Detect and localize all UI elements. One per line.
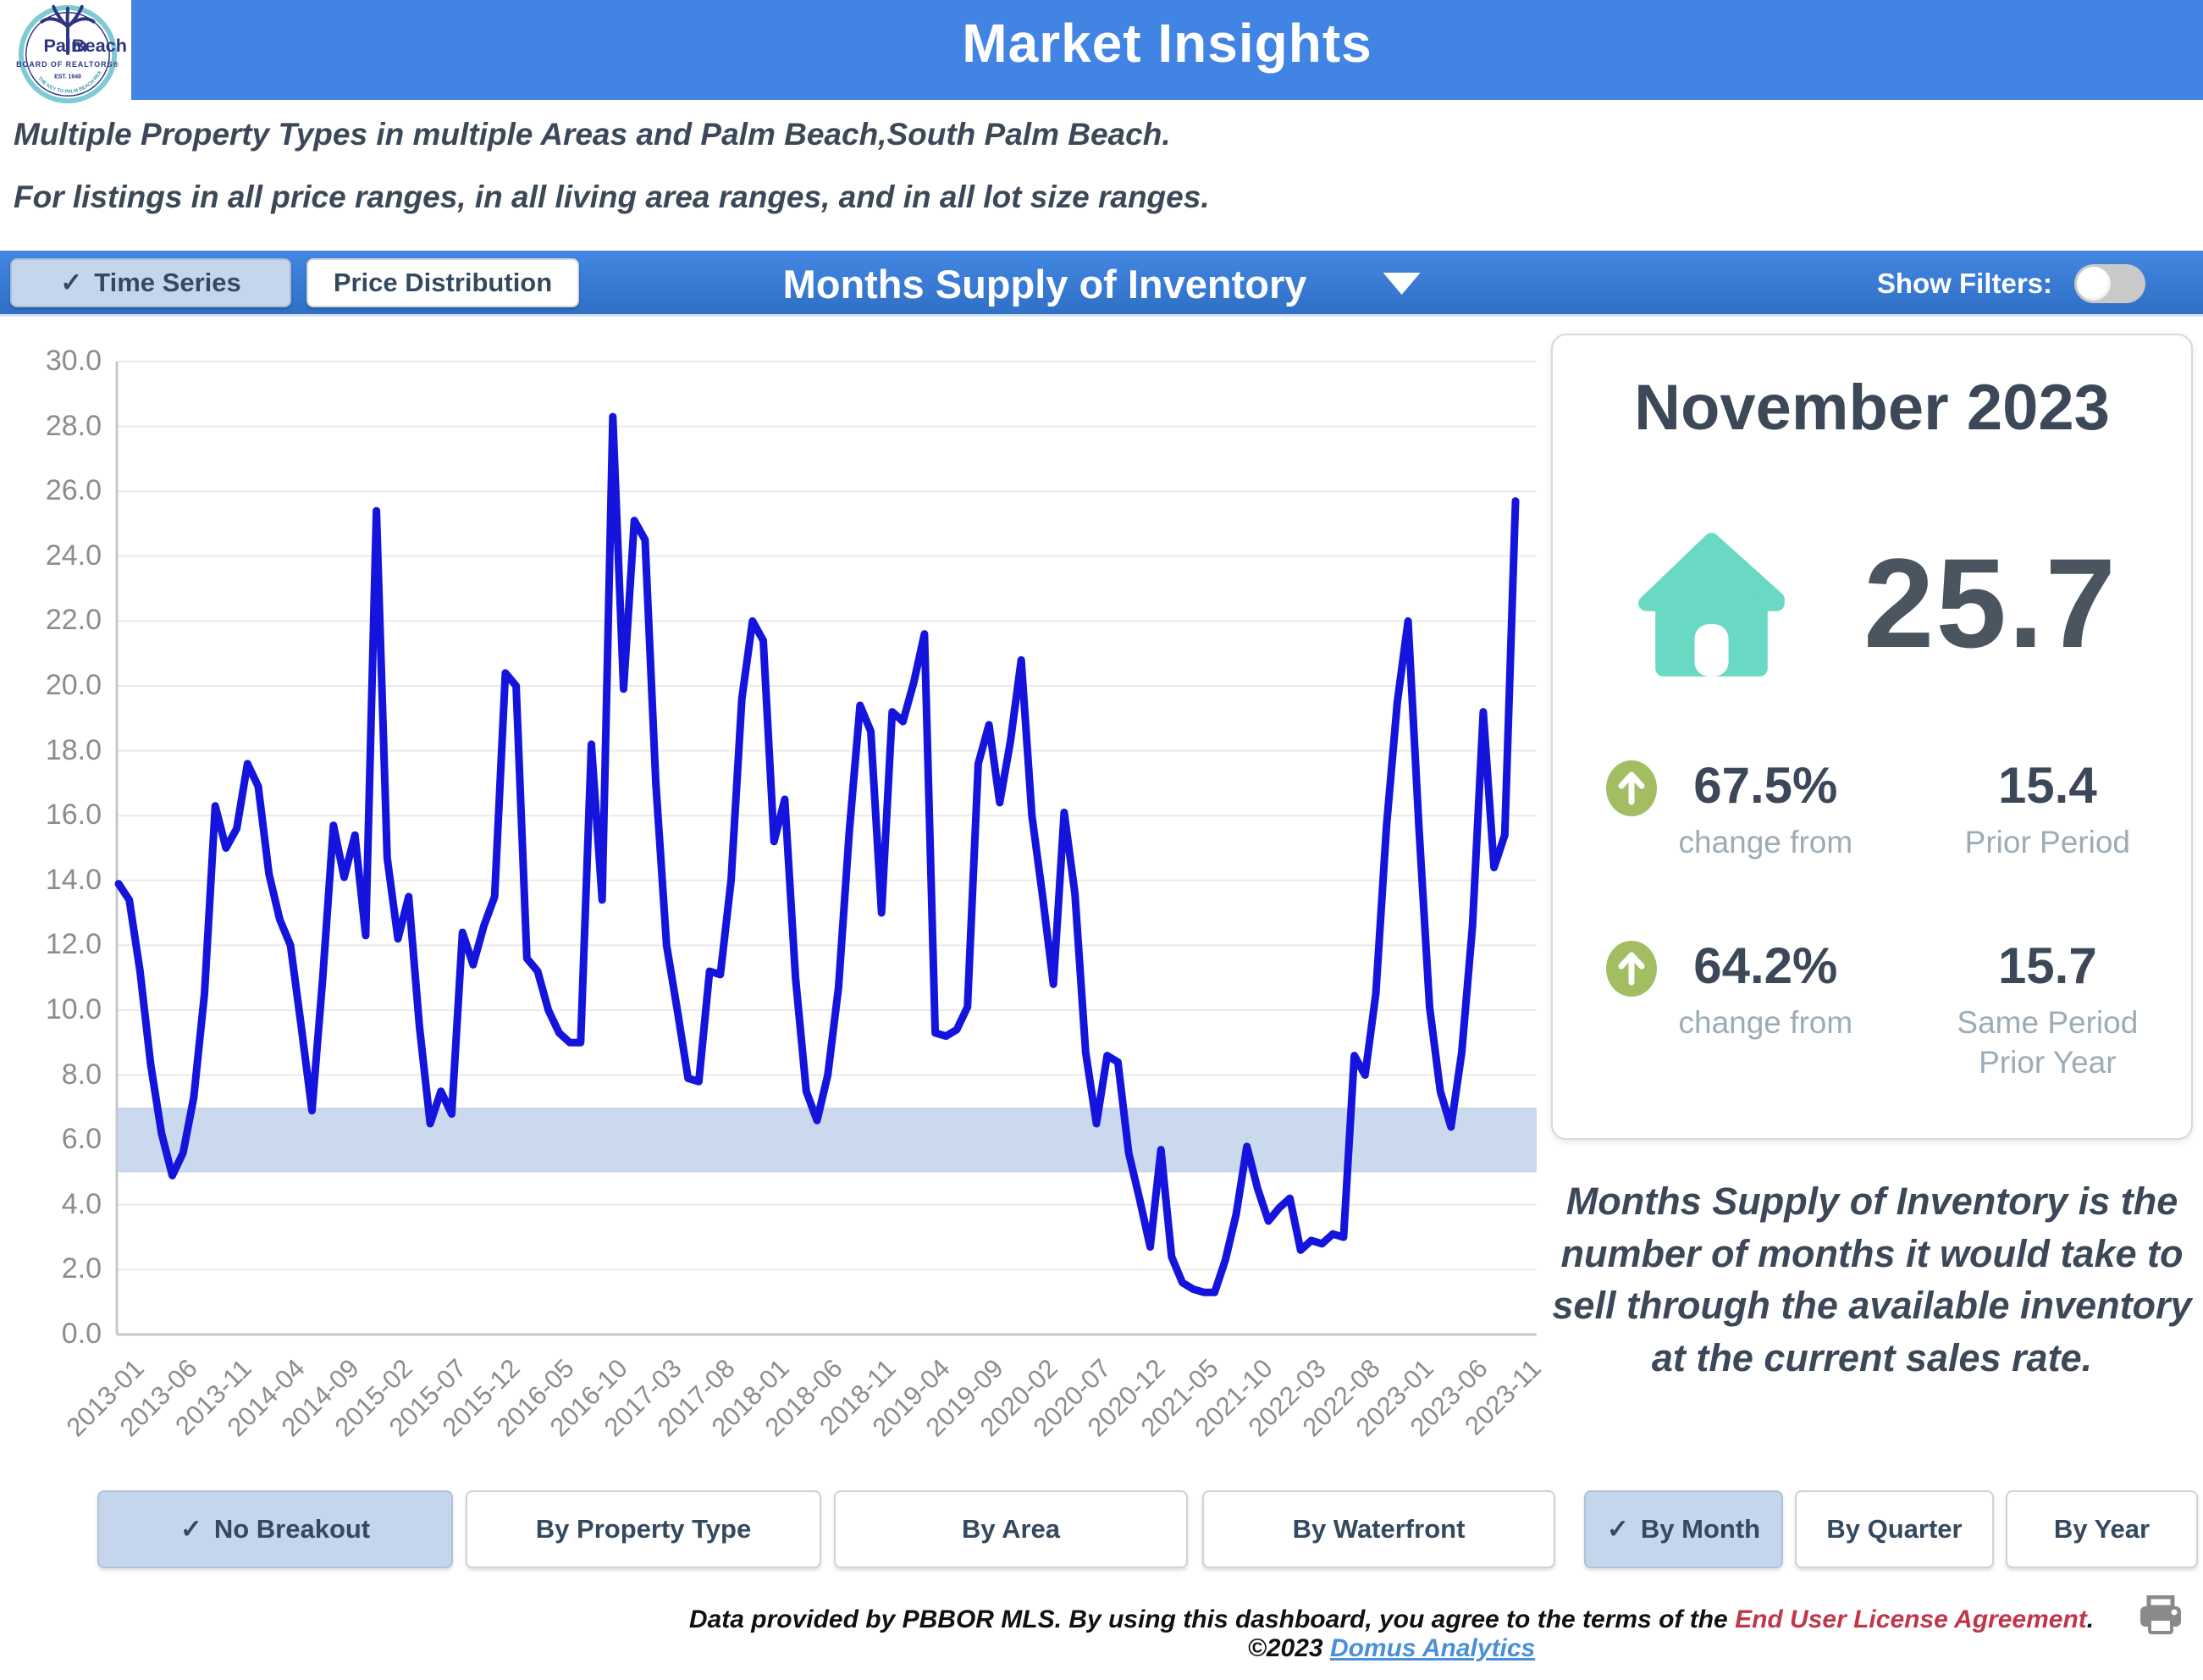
y-tick-label: 6.0	[61, 1123, 102, 1156]
breakout-label: No Breakout	[213, 1514, 371, 1544]
pct-change-prior-period: 67.5%	[1693, 757, 1838, 814]
prior-year-caption: Same Period Prior Year	[1957, 1005, 2139, 1080]
breakout-by-month-button[interactable]: By Month	[1584, 1490, 1783, 1568]
tab-time-series[interactable]: Time Series	[10, 258, 291, 307]
logo: Palm Beach BOARD OF REALTORS® EST. 1949 …	[5, 0, 130, 110]
current-value: 25.7	[1863, 532, 2117, 674]
y-tick-label: 14.0	[45, 863, 102, 896]
y-tick-label: 10.0	[45, 993, 102, 1025]
breakout-label: By Area	[961, 1514, 1061, 1544]
y-tick-label: 28.0	[45, 409, 102, 442]
logo-word-palm: Palm	[43, 35, 87, 56]
y-tick-label: 30.0	[45, 345, 102, 377]
subtitle-filters: For listings in all price ranges, in all…	[14, 180, 1210, 214]
breakout-by-quarter-button[interactable]: By Quarter	[1795, 1490, 1994, 1568]
y-tick-label: 20.0	[45, 669, 102, 701]
eula-link[interactable]: End User License Agreement	[1735, 1605, 2087, 1633]
current-value-row: 25.7	[1553, 525, 2191, 682]
show-filters-label: Show Filters:	[1876, 268, 2052, 299]
period-label: November 2023	[1634, 372, 2110, 444]
toggle-knob-icon	[2077, 267, 2111, 301]
y-tick-label: 24.0	[45, 539, 102, 572]
check-icon	[1607, 1514, 1641, 1545]
house-icon	[1638, 533, 1785, 677]
breakout-label: By Year	[2053, 1514, 2151, 1544]
chart-toolbar: Time Series Price Distribution Months Su…	[0, 251, 2203, 317]
page-title: Market Insights	[962, 13, 1372, 74]
y-tick-label: 22.0	[45, 604, 102, 637]
logo-line3: EST. 1949	[54, 75, 81, 80]
y-tick-label: 0.0	[61, 1318, 102, 1350]
metric-description: Months Supply of Inventory is the number…	[1552, 1180, 2192, 1379]
breakout-no-breakout-button[interactable]: No Breakout	[97, 1490, 453, 1568]
tab-price-distribution[interactable]: Price Distribution	[306, 258, 579, 307]
chevron-down-icon[interactable]	[1383, 273, 1421, 295]
footer: Data provided by PBBOR MLS. By using thi…	[677, 1605, 2106, 1663]
y-tick-label: 16.0	[45, 799, 102, 832]
prior-period-caption: Prior Period	[1964, 825, 2131, 859]
breakout-by-area-button[interactable]: By Area	[834, 1490, 1188, 1568]
prior-year-row: 64.2% change from 15.7 Same Period Prior…	[1553, 937, 2191, 1082]
print-icon[interactable]	[2137, 1595, 2184, 1639]
metric-selector[interactable]: Months Supply of Inventory	[783, 251, 1421, 317]
pct-change-caption: change from	[1678, 1005, 1853, 1041]
prior-period-value: 15.4	[1997, 757, 2097, 814]
y-tick-label: 18.0	[45, 733, 102, 766]
footer-text: . ©2023	[1247, 1605, 2095, 1662]
pct-change-prior-year: 64.2%	[1693, 937, 1838, 995]
y-tick-label: 4.0	[61, 1187, 102, 1220]
up-arrow-icon	[1605, 760, 1657, 816]
footer-text: Data provided by PBBOR MLS. By using thi…	[688, 1605, 1736, 1633]
pct-change-caption: change from	[1678, 825, 1853, 859]
breakout-label: By Month	[1640, 1514, 1761, 1544]
breakout-label: By Property Type	[535, 1514, 752, 1544]
check-icon	[180, 1514, 214, 1545]
prior-period-row: 67.5% change from 15.4 Prior Period	[1553, 756, 2191, 862]
tab-price-distribution-label: Price Distribution	[333, 268, 553, 297]
header-bar: Market Insights	[131, 0, 2203, 100]
breakout-label: By Waterfront	[1292, 1514, 1466, 1544]
y-tick-label: 8.0	[61, 1058, 102, 1091]
prior-year-value: 15.7	[1997, 937, 2097, 995]
breakout-by-year-button[interactable]: By Year	[2006, 1490, 2198, 1568]
y-tick-label: 26.0	[45, 474, 102, 507]
logo-line2: BOARD OF REALTORS®	[16, 60, 119, 69]
metric-title: Months Supply of Inventory	[782, 261, 1307, 307]
up-arrow-icon	[1605, 941, 1657, 998]
show-filters-toggle[interactable]	[2074, 264, 2145, 303]
subtitle-selection: Multiple Property Types in multiple Area…	[14, 117, 1171, 152]
logo-word-beach: Beach	[72, 35, 127, 56]
domus-analytics-link[interactable]: Domus Analytics	[1329, 1634, 1536, 1662]
breakout-label: By Quarter	[1826, 1514, 1963, 1544]
breakout-by-waterfront-button[interactable]: By Waterfront	[1202, 1490, 1555, 1568]
y-tick-label: 12.0	[45, 928, 102, 961]
breakout-by-property-type-button[interactable]: By Property Type	[466, 1490, 821, 1568]
y-tick-label: 2.0	[61, 1252, 102, 1285]
summary-card: November 2023 25.7 67.5% change from	[1551, 334, 2193, 1140]
show-filters-group: Show Filters:	[1877, 251, 2145, 317]
palm-beach-logo-icon: Palm Beach BOARD OF REALTORS® EST. 1949 …	[12, 0, 127, 104]
tab-time-series-label: Time Series	[94, 268, 241, 297]
